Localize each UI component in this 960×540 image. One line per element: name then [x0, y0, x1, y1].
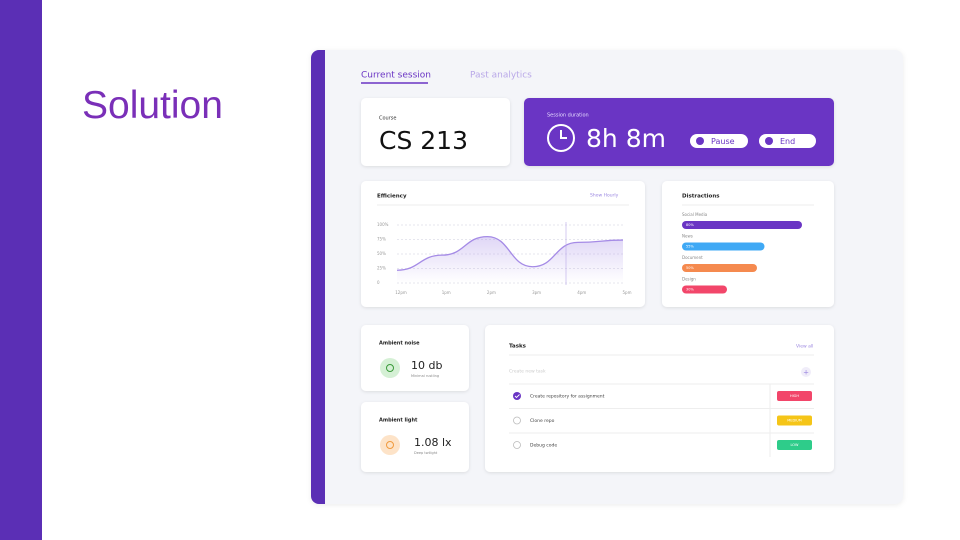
task-check[interactable]: [513, 392, 521, 400]
x-tick-label: 2pm: [487, 290, 496, 295]
task-check[interactable]: [513, 416, 521, 425]
noise-icon-glyph: [386, 364, 394, 372]
slide-title: Solution: [82, 84, 223, 127]
button-icon: [765, 137, 773, 145]
bar: [682, 285, 727, 294]
card: [361, 325, 469, 391]
light-icon-glyph: [386, 441, 394, 449]
session-value: 8h 8m: [586, 124, 666, 153]
priority-label: HIGH: [790, 394, 799, 398]
x-tick-label: 3pm: [532, 290, 541, 295]
bar-value-label: 80%: [686, 223, 694, 227]
card: [524, 98, 834, 166]
bar-value-label: 55%: [686, 245, 694, 249]
tab[interactable]: Past analytics: [470, 71, 532, 81]
add-button[interactable]: [801, 367, 811, 377]
card: [361, 98, 510, 166]
task-name: Clone repo: [530, 418, 555, 424]
clock-icon: [547, 124, 575, 152]
session-button[interactable]: [759, 134, 816, 148]
bar: [682, 221, 802, 229]
y-tick-label: 50%: [377, 251, 386, 256]
course-value: CS 213: [379, 126, 468, 155]
view-all-link: View all: [796, 344, 813, 350]
chart-title: Efficiency: [377, 194, 407, 200]
task-name: Debug code: [530, 443, 557, 449]
light-label: Ambient light: [379, 418, 418, 424]
tasks-title: Tasks: [509, 344, 527, 350]
light-note: Deep twilight: [414, 451, 438, 455]
priority-label: LOW: [790, 443, 799, 447]
x-tick-label: 1pm: [442, 290, 451, 295]
chart-title: Distractions: [682, 194, 720, 200]
noise-icon: [380, 358, 400, 378]
line: [396, 235, 624, 271]
bar: [682, 264, 757, 272]
bar-category: Design: [682, 277, 696, 282]
y-tick-label: 0: [377, 280, 380, 285]
x-tick-label: 5pm: [623, 290, 632, 295]
x-tick-label: 4pm: [577, 290, 586, 295]
priority-pill: [777, 391, 812, 401]
card: [485, 325, 834, 472]
task-input: Create new task: [509, 369, 546, 375]
noise-label: Ambient noise: [379, 341, 420, 347]
bar-category: Document: [682, 255, 703, 260]
bar-value-label: 50%: [686, 266, 694, 270]
session-button[interactable]: [690, 134, 748, 148]
noise-note: Minimal rustling: [411, 374, 439, 378]
task-name: Create repository for assignment: [530, 394, 605, 400]
tab[interactable]: Current session: [361, 71, 431, 81]
button-label: Pause: [711, 137, 735, 146]
priority-pill: [777, 415, 812, 426]
bar-value-label: 30%: [686, 288, 694, 292]
x-tick-label: 12pm: [395, 290, 407, 295]
course-label: Course: [379, 116, 396, 122]
noise-value: 10 db: [411, 359, 442, 372]
light-value: 1.08 lx: [414, 436, 452, 449]
priority-label: MEDIUM: [787, 419, 802, 423]
button-icon: [696, 137, 704, 145]
check-mark: [514, 394, 520, 399]
area: [397, 236, 623, 283]
add-button-label: +: [803, 369, 809, 377]
task-check[interactable]: [513, 441, 521, 449]
bar-category: News: [682, 234, 693, 239]
bar: [682, 242, 765, 251]
button-label: End: [780, 137, 795, 146]
priority-pill: [777, 440, 812, 450]
clock-hands: [560, 130, 567, 139]
chart-control: Show Hourly: [590, 193, 619, 199]
side-bar: [0, 0, 42, 540]
session-label: Session duration: [547, 113, 589, 119]
y-tick-label: 25%: [377, 266, 386, 271]
y-tick-label: 75%: [377, 237, 386, 242]
light-icon: [380, 435, 400, 455]
y-tick-label: 100%: [377, 222, 389, 227]
bar-category: Social Media: [682, 212, 708, 217]
dashboard-strip: [311, 50, 325, 504]
